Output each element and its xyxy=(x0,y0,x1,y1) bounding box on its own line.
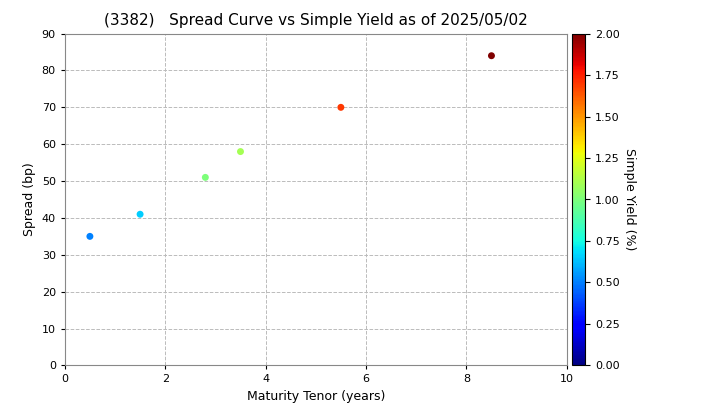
Point xyxy=(335,104,346,111)
Y-axis label: Spread (bp): Spread (bp) xyxy=(23,163,36,236)
Point xyxy=(235,148,246,155)
Point xyxy=(135,211,146,218)
Point xyxy=(486,52,498,59)
Title: (3382)   Spread Curve vs Simple Yield as of 2025/05/02: (3382) Spread Curve vs Simple Yield as o… xyxy=(104,13,528,28)
Point xyxy=(84,233,96,240)
Y-axis label: Simple Yield (%): Simple Yield (%) xyxy=(624,148,636,251)
X-axis label: Maturity Tenor (years): Maturity Tenor (years) xyxy=(246,390,385,403)
Point xyxy=(199,174,211,181)
